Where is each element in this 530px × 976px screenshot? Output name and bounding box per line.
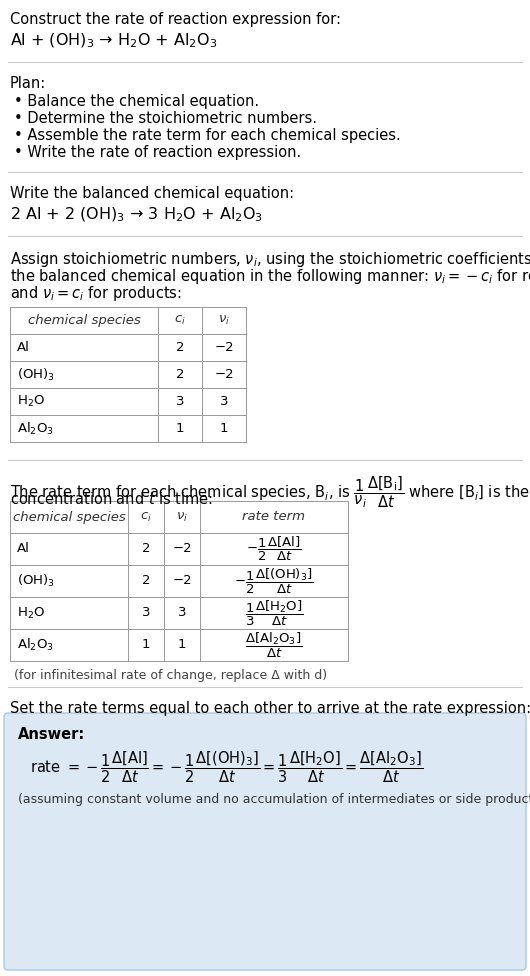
Text: rate $= -\dfrac{1}{2}\dfrac{\Delta[\mathrm{Al}]}{\Delta t} = -\dfrac{1}{2}\dfrac: rate $= -\dfrac{1}{2}\dfrac{\Delta[\math… [30,749,423,785]
Text: −2: −2 [214,341,234,354]
Text: 2: 2 [176,368,184,381]
Text: $\nu_i$: $\nu_i$ [176,510,188,523]
Text: Al: Al [17,341,30,354]
Text: (assuming constant volume and no accumulation of intermediates or side products): (assuming constant volume and no accumul… [18,793,530,806]
Text: −2: −2 [214,368,234,381]
Text: Assign stoichiometric numbers, $\nu_i$, using the stoichiometric coefficients, $: Assign stoichiometric numbers, $\nu_i$, … [10,250,530,269]
FancyBboxPatch shape [4,713,526,970]
Text: Al: Al [17,543,30,555]
Text: $-\dfrac{1}{2}\dfrac{\Delta[(\mathrm{OH})_3]}{\Delta t}$: $-\dfrac{1}{2}\dfrac{\Delta[(\mathrm{OH}… [234,566,314,595]
Text: and $\nu_i = c_i$ for products:: and $\nu_i = c_i$ for products: [10,284,182,303]
Text: 3: 3 [176,395,184,408]
Text: The rate term for each chemical species, B$_i$, is $\dfrac{1}{\nu_i}\dfrac{\Delt: The rate term for each chemical species,… [10,474,530,509]
Text: Al$_2$O$_3$: Al$_2$O$_3$ [17,637,54,653]
Text: 2: 2 [176,341,184,354]
Text: Set the rate terms equal to each other to arrive at the rate expression:: Set the rate terms equal to each other t… [10,701,530,716]
Text: • Assemble the rate term for each chemical species.: • Assemble the rate term for each chemic… [14,128,401,143]
Text: H$_2$O: H$_2$O [17,394,45,409]
Text: $c_i$: $c_i$ [140,510,152,523]
Text: −2: −2 [172,575,192,588]
Text: 3: 3 [142,606,150,620]
Text: concentration and $t$ is time:: concentration and $t$ is time: [10,491,213,507]
Text: $\dfrac{1}{3}\dfrac{\Delta[\mathrm{H_2O}]}{\Delta t}$: $\dfrac{1}{3}\dfrac{\Delta[\mathrm{H_2O}… [245,598,303,628]
Text: Plan:: Plan: [10,76,46,91]
Text: H$_2$O: H$_2$O [17,605,45,621]
Text: • Write the rate of reaction expression.: • Write the rate of reaction expression. [14,145,301,160]
Text: the balanced chemical equation in the following manner: $\nu_i = -c_i$ for react: the balanced chemical equation in the fo… [10,267,530,286]
Text: 1: 1 [142,638,150,652]
Text: (OH)$_3$: (OH)$_3$ [17,366,55,383]
Text: 1: 1 [176,422,184,435]
Text: rate term: rate term [243,510,305,523]
Text: (for infinitesimal rate of change, replace Δ with d): (for infinitesimal rate of change, repla… [14,669,327,682]
Text: Write the balanced chemical equation:: Write the balanced chemical equation: [10,186,294,201]
Text: 2: 2 [142,575,150,588]
Text: 1: 1 [220,422,228,435]
Text: Answer:: Answer: [18,727,85,742]
Text: 3: 3 [220,395,228,408]
Text: $-\dfrac{1}{2}\dfrac{\Delta[\mathrm{Al}]}{\Delta t}$: $-\dfrac{1}{2}\dfrac{\Delta[\mathrm{Al}]… [246,535,302,563]
Text: 3: 3 [178,606,186,620]
Text: Construct the rate of reaction expression for:: Construct the rate of reaction expressio… [10,12,341,27]
Text: Al$_2$O$_3$: Al$_2$O$_3$ [17,421,54,436]
Text: Al + (OH)$_3$ → H$_2$O + Al$_2$O$_3$: Al + (OH)$_3$ → H$_2$O + Al$_2$O$_3$ [10,32,217,51]
Text: chemical species: chemical species [28,314,140,327]
Text: $\dfrac{\Delta[\mathrm{Al_2O_3}]}{\Delta t}$: $\dfrac{\Delta[\mathrm{Al_2O_3}]}{\Delta… [245,630,303,660]
Text: (OH)$_3$: (OH)$_3$ [17,573,55,590]
Text: chemical species: chemical species [13,510,126,523]
Text: • Balance the chemical equation.: • Balance the chemical equation. [14,94,259,109]
Text: $\nu_i$: $\nu_i$ [218,314,230,327]
Text: 2 Al + 2 (OH)$_3$ → 3 H$_2$O + Al$_2$O$_3$: 2 Al + 2 (OH)$_3$ → 3 H$_2$O + Al$_2$O$_… [10,206,263,224]
Text: −2: −2 [172,543,192,555]
Text: 2: 2 [142,543,150,555]
Text: 1: 1 [178,638,186,652]
Text: $c_i$: $c_i$ [174,314,186,327]
Text: • Determine the stoichiometric numbers.: • Determine the stoichiometric numbers. [14,111,317,126]
